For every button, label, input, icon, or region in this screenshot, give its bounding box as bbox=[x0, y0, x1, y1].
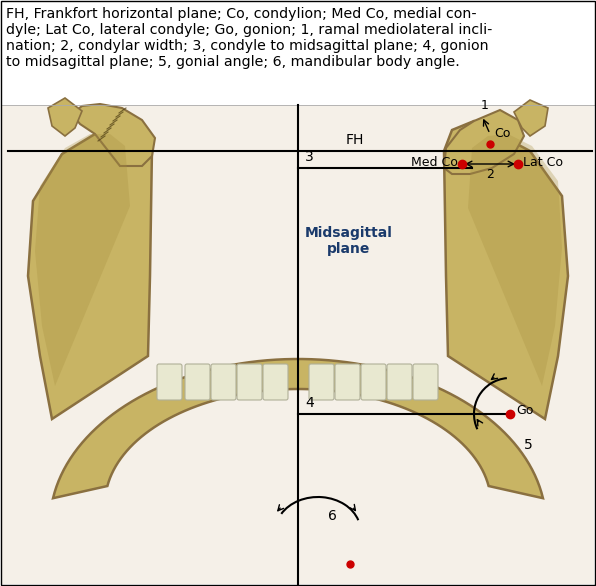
FancyBboxPatch shape bbox=[335, 364, 360, 400]
FancyBboxPatch shape bbox=[211, 364, 236, 400]
FancyBboxPatch shape bbox=[361, 364, 386, 400]
Text: 5: 5 bbox=[524, 438, 533, 452]
Text: Med Co: Med Co bbox=[411, 155, 458, 169]
Polygon shape bbox=[72, 104, 155, 166]
Text: 3: 3 bbox=[305, 150, 313, 164]
Polygon shape bbox=[468, 134, 562, 386]
Text: dyle; Lat Co, lateral condyle; Go, gonion; 1, ramal mediolateral incli-: dyle; Lat Co, lateral condyle; Go, gonio… bbox=[6, 23, 492, 37]
Polygon shape bbox=[444, 121, 568, 419]
Text: Go: Go bbox=[516, 404, 533, 417]
Text: Midsagittal
plane: Midsagittal plane bbox=[305, 226, 393, 256]
Text: to midsagittal plane; 5, gonial angle; 6, mandibular body angle.: to midsagittal plane; 5, gonial angle; 6… bbox=[6, 55, 460, 69]
Polygon shape bbox=[514, 100, 548, 136]
Text: nation; 2, condylar width; 3, condyle to midsagittal plane; 4, gonion: nation; 2, condylar width; 3, condyle to… bbox=[6, 39, 489, 53]
Polygon shape bbox=[444, 110, 524, 174]
FancyBboxPatch shape bbox=[413, 364, 438, 400]
Text: 1: 1 bbox=[481, 99, 489, 112]
Bar bbox=[2, 105, 594, 584]
FancyBboxPatch shape bbox=[157, 364, 182, 400]
FancyBboxPatch shape bbox=[387, 364, 412, 400]
FancyBboxPatch shape bbox=[309, 364, 334, 400]
Text: 2: 2 bbox=[486, 168, 494, 181]
Text: 4: 4 bbox=[305, 396, 313, 410]
Text: Lat Co: Lat Co bbox=[523, 155, 563, 169]
Text: FH, Frankfort horizontal plane; Co, condylion; Med Co, medial con-: FH, Frankfort horizontal plane; Co, cond… bbox=[6, 7, 477, 21]
Text: 6: 6 bbox=[328, 509, 337, 523]
Polygon shape bbox=[48, 98, 82, 136]
Polygon shape bbox=[35, 134, 130, 386]
Polygon shape bbox=[28, 118, 152, 419]
FancyBboxPatch shape bbox=[185, 364, 210, 400]
Text: Co: Co bbox=[494, 127, 510, 140]
FancyBboxPatch shape bbox=[263, 364, 288, 400]
FancyBboxPatch shape bbox=[237, 364, 262, 400]
Text: FH: FH bbox=[346, 133, 364, 147]
Polygon shape bbox=[53, 359, 543, 498]
